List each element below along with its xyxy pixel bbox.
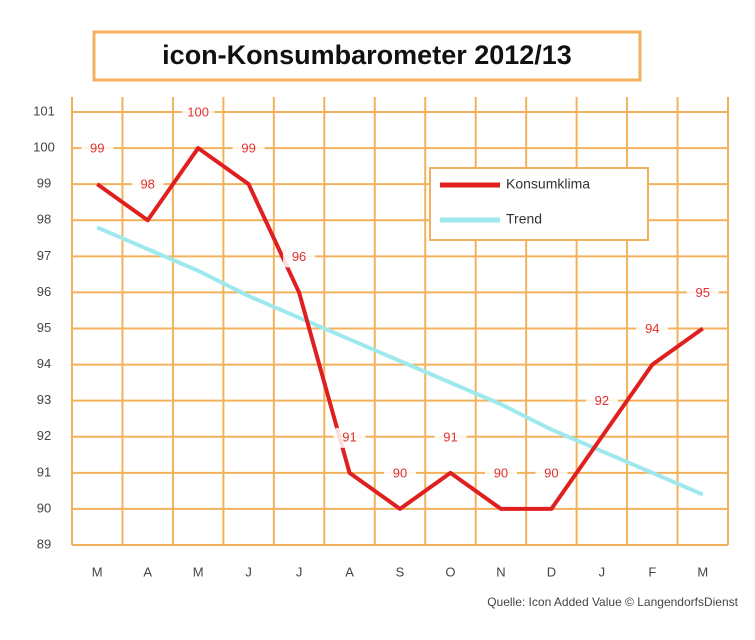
x-tick-label: S: [396, 564, 405, 579]
value-label: 96: [292, 249, 306, 264]
x-tick-label: A: [345, 564, 354, 579]
value-label: 94: [645, 321, 659, 336]
x-tick-label: F: [648, 564, 656, 579]
source: Quelle: Icon Added Value © LangendorfsDi…: [487, 595, 738, 609]
x-tick-label: N: [496, 564, 505, 579]
x-tick-label: M: [92, 564, 103, 579]
y-tick-label: 89: [37, 536, 51, 551]
x-tick-label: J: [296, 564, 303, 579]
legend-label: Trend: [506, 211, 542, 227]
y-tick-label: 101: [33, 103, 55, 118]
y-tick-label: 92: [37, 428, 51, 443]
value-label: 90: [544, 465, 558, 480]
value-label-bg: [484, 463, 517, 484]
value-label-bg: [585, 391, 618, 412]
y-tick-label: 91: [37, 464, 51, 479]
y-tick-label: 93: [37, 392, 51, 407]
legend-box: [429, 167, 649, 241]
y-tick-label: 100: [33, 140, 55, 155]
y-tick-label: 95: [37, 320, 51, 335]
y-tick-label: 97: [37, 248, 51, 263]
value-label-bg: [182, 103, 215, 124]
title-box: [92, 30, 642, 82]
value-label-bg: [384, 463, 416, 484]
value-label-bg: [131, 175, 164, 196]
y-tick-label: 90: [37, 500, 51, 515]
value-label-bg: [434, 427, 467, 448]
series-line: [96, 146, 704, 511]
value-label: 99: [241, 141, 255, 156]
value-label: 100: [187, 105, 209, 120]
x-tick-label: M: [193, 564, 204, 579]
value-label: 90: [494, 465, 508, 480]
value-label: 91: [443, 429, 457, 444]
value-label: 99: [90, 141, 104, 156]
y-tick-label: 96: [37, 284, 51, 299]
value-label: 98: [140, 177, 154, 192]
x-tick-label: D: [547, 564, 556, 579]
y-tick-label: 94: [37, 356, 51, 371]
value-label-bg: [283, 247, 316, 268]
value-label-bg: [686, 283, 719, 304]
x-tick-label: M: [697, 564, 708, 579]
value-label-bg: [535, 463, 568, 484]
value-label-bg: [333, 427, 366, 448]
chart-title: icon-Konsumbarometer 2012/13: [162, 40, 572, 70]
x-tick-label: J: [245, 564, 252, 579]
value-label: 91: [342, 429, 356, 444]
y-tick-label: 99: [37, 176, 51, 191]
x-tick-label: O: [445, 564, 455, 579]
plot: 99 98 100 99 96 91 90 91 90 90 92 94 95: [81, 103, 719, 511]
x-tick-label: J: [599, 564, 606, 579]
value-label: 95: [696, 285, 710, 300]
x-tick-label: A: [143, 564, 152, 579]
value-label-bg: [232, 139, 265, 160]
value-label: 92: [595, 393, 609, 408]
value-label-bg: [81, 139, 114, 160]
value-label-bg: [636, 319, 669, 340]
y-tick-label: 98: [37, 212, 51, 227]
legend-label: Konsumklima: [506, 176, 590, 192]
value-label: 90: [393, 465, 407, 480]
series-line: [96, 225, 704, 497]
